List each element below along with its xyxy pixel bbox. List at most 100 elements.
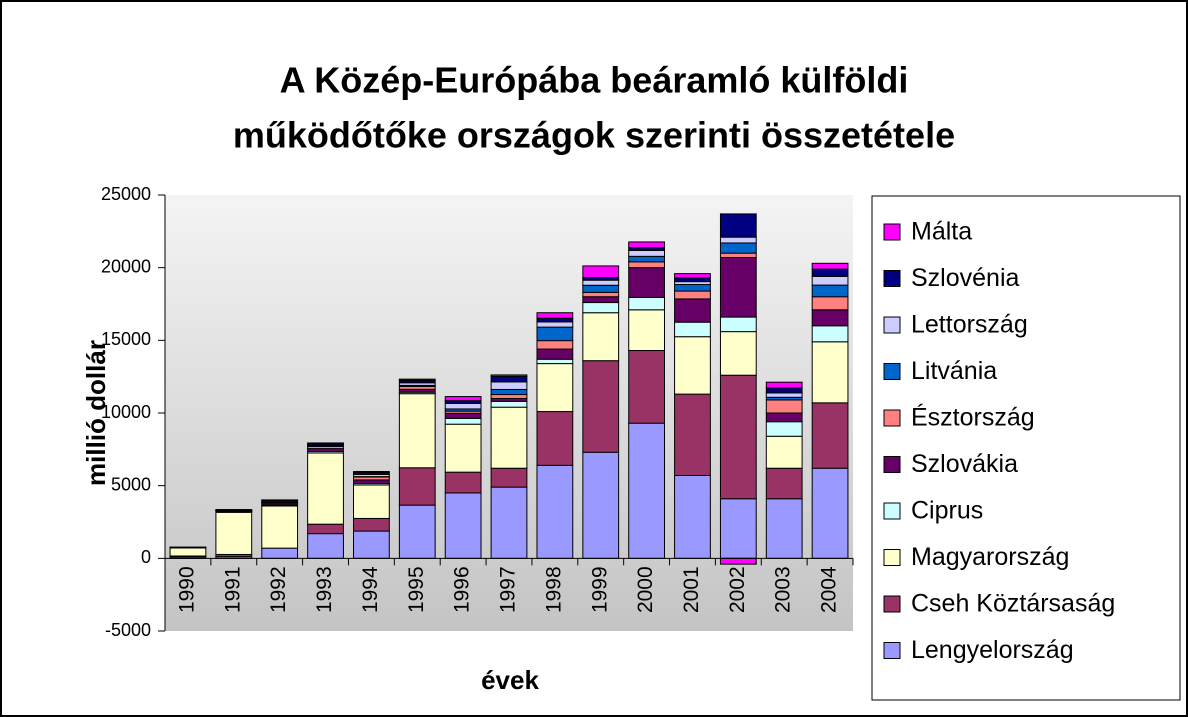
- y-tick-label: 5000: [111, 474, 151, 494]
- bar-segment: [353, 470, 390, 474]
- legend-label: Szlovénia: [911, 264, 1019, 292]
- bar-segment: [444, 412, 482, 419]
- bar-segment: [444, 402, 482, 410]
- bar-segment: [765, 412, 803, 423]
- bar-segment: [765, 392, 803, 398]
- bar-segment: [628, 261, 665, 269]
- bar-segment: [582, 451, 620, 559]
- bar-segment: [674, 336, 711, 395]
- x-tick-label: 1990: [175, 566, 198, 613]
- x-tick-label: 1995: [405, 566, 428, 613]
- bar-segment: [444, 396, 482, 402]
- bar-segment: [811, 325, 849, 343]
- bar-segment: [582, 279, 620, 286]
- bar-segment: [536, 326, 574, 342]
- bar-segment: [444, 423, 482, 473]
- legend-swatch: [883, 642, 901, 659]
- bar-segment: [490, 400, 528, 408]
- bar-segment: [674, 298, 711, 323]
- legend-swatch: [883, 409, 901, 427]
- bar-segment: [811, 284, 849, 298]
- bar-segment: [674, 321, 711, 338]
- bar-segment: [765, 387, 803, 394]
- bar-segment: [536, 321, 574, 328]
- bar-segment: [490, 406, 528, 469]
- legend-swatch: [883, 502, 901, 520]
- bar-segment: [490, 394, 528, 399]
- bar-segment: [307, 452, 344, 525]
- x-tick-label: 1992: [267, 566, 290, 613]
- y-tick-label: 10000: [101, 402, 151, 422]
- bar-segment: [444, 492, 482, 559]
- bar-segment: [719, 316, 757, 333]
- bar-segment: [628, 255, 665, 263]
- bar-segment: [353, 479, 390, 485]
- bar-segment: [811, 275, 849, 286]
- bar-segment: [628, 241, 665, 249]
- bar-segment: [536, 411, 574, 466]
- bar-segment: [765, 467, 803, 500]
- bar-segment: [307, 442, 344, 445]
- bar-segment: [719, 498, 757, 559]
- bar-segment: [490, 375, 528, 383]
- bar-segment: [536, 348, 574, 360]
- bar-segment: [765, 435, 803, 469]
- bar-segment: [490, 388, 528, 396]
- bar-segment: [307, 533, 344, 559]
- x-tick-label: 1999: [588, 566, 611, 613]
- bar-segment: [811, 402, 849, 469]
- chart-title: működőtőke országok szerinti összetétele: [233, 115, 955, 156]
- bar-segment: [582, 360, 620, 453]
- bar-segment: [765, 421, 803, 437]
- legend-label: Lengyelország: [911, 636, 1074, 664]
- bar-segment: [353, 484, 390, 519]
- x-tick-label: 1994: [359, 566, 382, 613]
- y-tick-label: 15000: [101, 329, 151, 349]
- legend-label: Magyarország: [911, 543, 1069, 571]
- bar-segment: [215, 511, 253, 555]
- bar-segment: [582, 312, 620, 362]
- x-tick-label: 2000: [634, 566, 657, 613]
- legend-swatch: [883, 316, 901, 334]
- x-tick-label: 1991: [221, 566, 244, 613]
- bar-segment: [398, 504, 436, 559]
- x-axis-title: évek: [481, 665, 539, 695]
- legend-label: Szlovákia: [911, 450, 1018, 478]
- x-tick-label: 1997: [497, 566, 520, 613]
- bar-segment: [490, 381, 528, 390]
- bar-segment: [536, 340, 574, 350]
- bar-segment: [261, 499, 299, 501]
- bar-segment: [811, 262, 849, 270]
- y-tick-label: 25000: [101, 184, 151, 204]
- bar-segment: [353, 530, 390, 559]
- bar-segment: [674, 290, 711, 300]
- legend-label: Ciprus: [911, 497, 983, 525]
- bar-segment: [674, 474, 711, 559]
- bar-segment: [674, 277, 711, 283]
- chart-title: A Közép-Európába beáramló külföldi: [280, 60, 909, 101]
- bar-segment: [582, 284, 620, 293]
- x-tick-label: 1996: [451, 566, 474, 613]
- x-tick-label: 2003: [772, 566, 795, 613]
- bar-segment: [811, 467, 849, 559]
- bar-segment: [215, 509, 253, 511]
- bar-segment: [628, 296, 665, 311]
- bar-segment: [582, 265, 620, 279]
- bar-segment: [719, 242, 757, 254]
- bar-segment: [674, 273, 711, 279]
- bar-segment: [719, 557, 757, 565]
- bar-segment: [719, 252, 757, 258]
- legend-label: Cseh Köztársaság: [911, 590, 1115, 618]
- bar-segment: [765, 399, 803, 414]
- bar-segment: [169, 547, 207, 557]
- bar-segment: [398, 467, 436, 506]
- bar-segment: [628, 267, 665, 298]
- bar-segment: [490, 467, 528, 488]
- bar-segment: [628, 350, 665, 424]
- legend-swatch: [883, 223, 901, 241]
- bar-segment: [811, 309, 849, 327]
- bar-segment: [765, 381, 803, 389]
- legend-label: Litvánia: [911, 357, 997, 385]
- bar-segment: [353, 517, 390, 532]
